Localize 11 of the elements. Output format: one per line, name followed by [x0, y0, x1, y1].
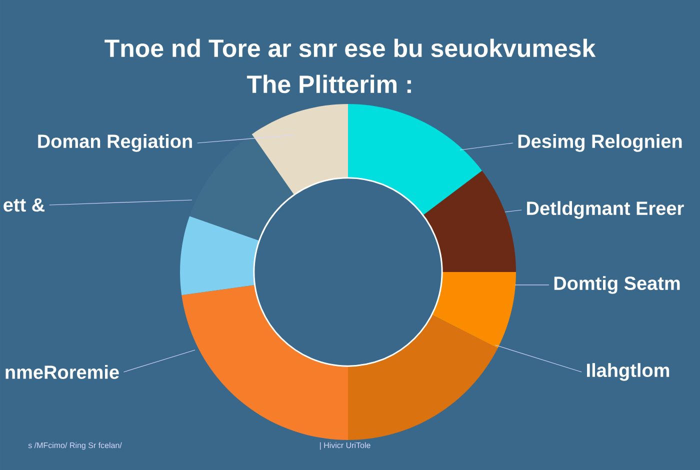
slice-label: Domtig Seatm [554, 276, 680, 294]
slice-label: Doman Regiation [38, 134, 192, 152]
slice-label: nmeRoremie [6, 365, 119, 379]
slice-label: ett & [4, 198, 45, 212]
text: | Hivicr UriTole [320, 442, 370, 450]
slice-label: Detldgmant Ereer [527, 201, 684, 219]
text: s /MFcimo/ Ring Sr fcelan/ [28, 442, 122, 450]
slice-label: Desimg Relognien [518, 134, 682, 152]
slice-label: Ilahgtlom [587, 363, 670, 381]
chart-title: Tnoe nd Tore ar snr ese bu seuokvumesk [104, 38, 596, 58]
chart-subtitle: The Plitterim : [246, 74, 411, 94]
